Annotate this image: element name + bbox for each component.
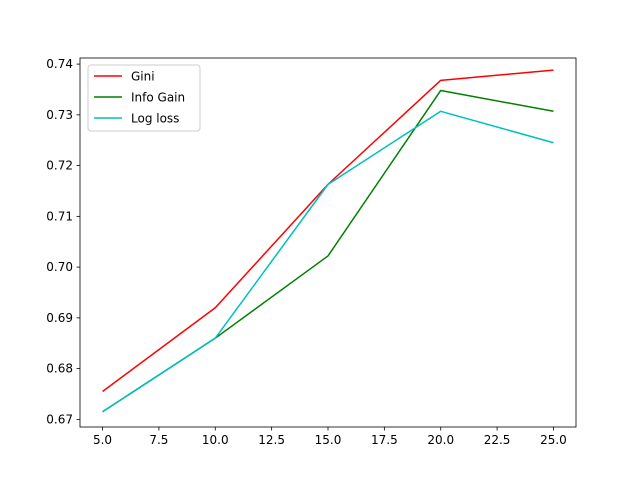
x-tick-label: 20.0 — [427, 433, 454, 447]
y-tick-label: 0.72 — [46, 159, 73, 173]
x-tick-label: 5.0 — [93, 433, 112, 447]
legend-label: Info Gain — [131, 91, 185, 105]
x-tick-label: 22.5 — [484, 433, 511, 447]
y-tick-label: 0.67 — [46, 412, 73, 426]
y-tick-label: 0.70 — [46, 260, 73, 274]
series-line-2 — [102, 110, 554, 413]
x-tick-label: 10.0 — [202, 433, 229, 447]
legend-box — [87, 64, 201, 132]
y-tick-label: 0.74 — [46, 57, 73, 71]
legend: Gini Info Gain Log loss — [87, 64, 201, 132]
y-tick-label: 0.73 — [46, 108, 73, 122]
legend-label: Gini — [131, 70, 155, 84]
x-tick-label: 15.0 — [315, 433, 342, 447]
y-tick-label: 0.68 — [46, 362, 73, 376]
x-tick-label: 17.5 — [371, 433, 398, 447]
x-tick-label: 12.5 — [258, 433, 285, 447]
x-tick-label: 7.5 — [149, 433, 168, 447]
y-tick-label: 0.69 — [46, 311, 73, 325]
series-layer — [102, 69, 554, 413]
axis-layer: 5.0 7.5 10.0 12.5 15.0 17.5 20.0 22.5 25.0 0.67 0.… — [46, 57, 567, 447]
y-tick-label: 0.71 — [46, 209, 73, 223]
legend-label: Log loss — [131, 112, 179, 126]
x-tick-label: 25.0 — [540, 433, 567, 447]
